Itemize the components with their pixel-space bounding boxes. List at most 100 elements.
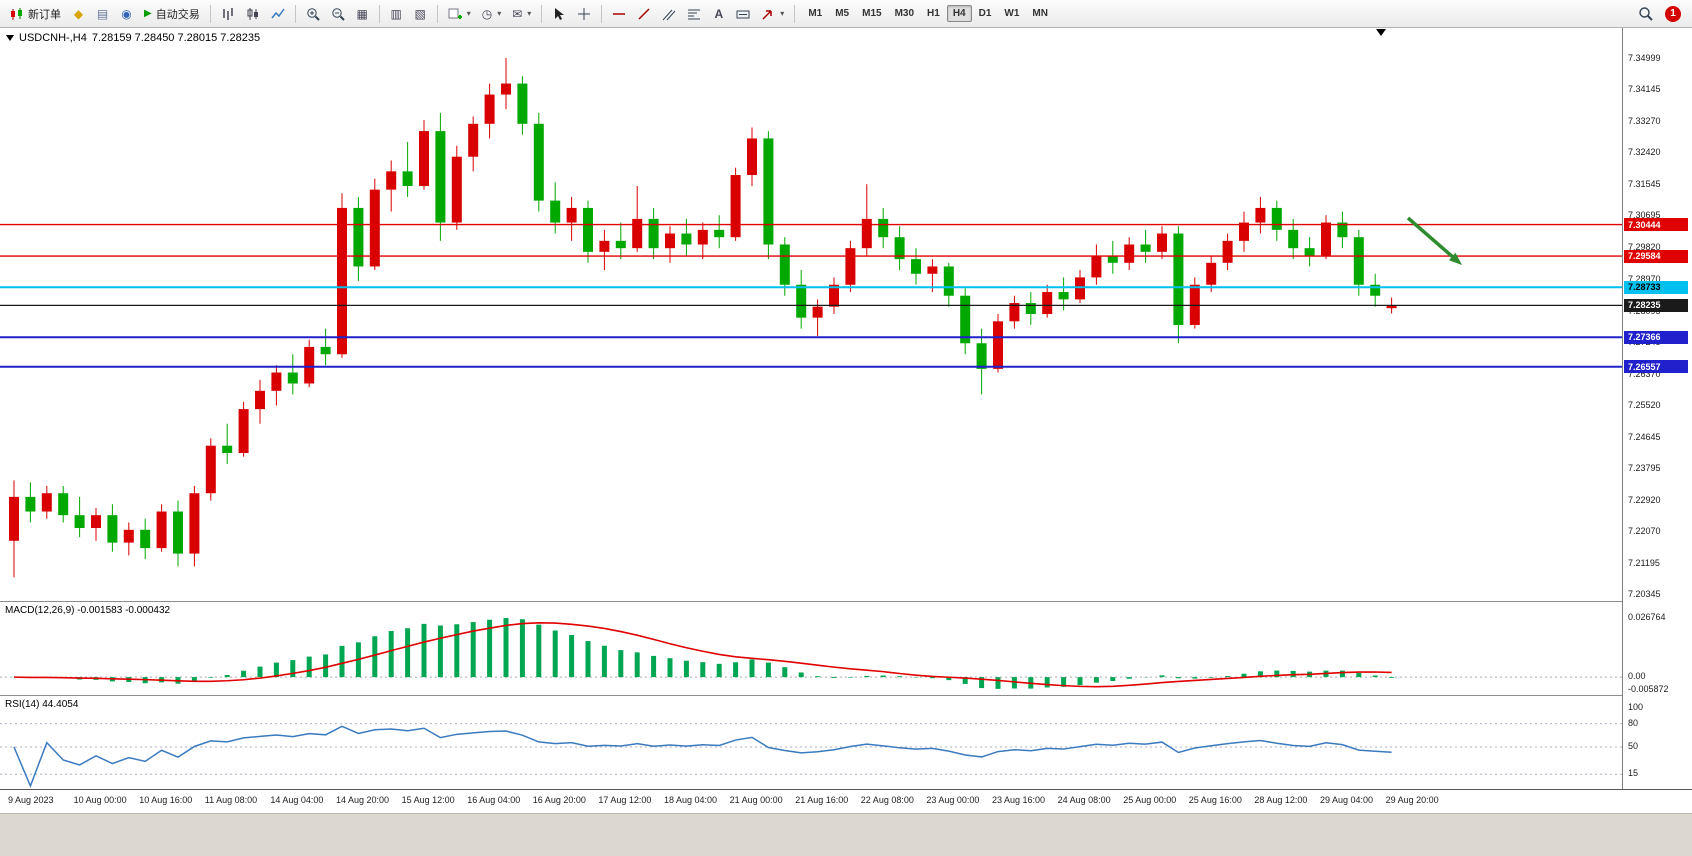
crosshair-button[interactable] [572, 3, 596, 25]
equidistant-channel-icon [662, 9, 676, 20]
line-chart-button[interactable] [266, 3, 290, 25]
timeframe-m5[interactable]: M5 [835, 8, 850, 19]
price-axis-label: 7.23795 [1628, 462, 1661, 473]
candle-chart-icon [247, 7, 258, 20]
candle-body [451, 156, 462, 223]
periods-button[interactable]: ◷ ▾ [477, 3, 507, 25]
toolbar-separator [436, 4, 438, 23]
macd-canvas[interactable] [0, 602, 1622, 696]
time-axis-label: 18 Aug 04:00 [664, 795, 718, 805]
time-axis[interactable]: 9 Aug 2023 10 Aug 00:00 10 Aug 16:00 11 Aug… [0, 789, 1692, 813]
annotation-arrow[interactable] [1406, 216, 1454, 258]
price-level-tag[interactable]: 7.30444 [1624, 218, 1688, 232]
chart-menu-icon[interactable] [6, 35, 14, 41]
candle-body [1124, 244, 1135, 263]
arrow-tools-icon [762, 9, 773, 20]
new-order-button[interactable]: 新订单 [5, 3, 66, 25]
candle-body [697, 229, 708, 245]
fibonacci-button[interactable] [682, 3, 706, 25]
envelope-icon: ✉ [512, 6, 523, 21]
candle-body [550, 200, 561, 223]
candle-body [353, 207, 364, 267]
candle-body [1157, 233, 1167, 252]
timeframe-w1[interactable]: W1 [1004, 8, 1020, 19]
timeframe-h1[interactable]: H1 [927, 8, 940, 19]
candle-body [1107, 255, 1118, 263]
price-level-tag[interactable]: 7.28235 [1624, 298, 1688, 312]
price-axis-label: 7.33270 [1628, 116, 1661, 127]
rsi-panel[interactable]: RSI(14) 44.4054 [0, 695, 1622, 789]
price-axis-label: 7.24645 [1628, 431, 1661, 442]
price-axis[interactable]: 7.34999 7.34145 7.33270 7.32420 7.31545 7.306… [1622, 28, 1692, 789]
candle-body [41, 493, 52, 512]
candle-body [1009, 303, 1020, 322]
candle-body [9, 496, 19, 541]
candle-body [1386, 305, 1397, 309]
trendline-button[interactable] [632, 3, 656, 25]
crosshair-icon [578, 7, 591, 20]
new-chart-button[interactable]: ▾ [443, 3, 476, 25]
timeframe-m1[interactable]: M1 [808, 8, 823, 19]
timeframe-h4[interactable]: H4 [946, 5, 972, 22]
price-level-tag[interactable]: 7.28733 [1624, 280, 1688, 294]
time-axis-label: 16 Aug 04:00 [467, 795, 521, 805]
tile-windows-button[interactable]: ▦ [351, 3, 374, 25]
mail-button[interactable]: ✉ ▾ [507, 3, 536, 25]
notification-badge[interactable]: 1 [1665, 5, 1681, 22]
candle-body [1304, 248, 1315, 256]
dropdown-arrow-icon: ▾ [780, 9, 785, 18]
auto-arrange-button[interactable]: ▥ [385, 3, 408, 25]
candlestick-canvas[interactable] [0, 28, 1622, 601]
candle-body [287, 372, 298, 384]
candle-body [402, 171, 413, 186]
cursor-icon [555, 7, 565, 20]
dropdown-arrow-icon: ▾ [497, 9, 502, 18]
chart-shift-marker-icon[interactable] [1376, 29, 1386, 36]
arrows-button[interactable]: ▾ [756, 3, 789, 25]
candle-body [566, 207, 577, 223]
candle-chart-button[interactable] [241, 3, 265, 25]
gold-button[interactable]: ◆ [67, 3, 90, 25]
candle-body [1321, 222, 1331, 256]
search-button[interactable] [1633, 3, 1658, 25]
reports-button[interactable]: ▤ [91, 3, 114, 25]
zoom-in-button[interactable] [301, 3, 325, 25]
text-icon: A [714, 6, 724, 21]
bar-chart-button[interactable] [216, 3, 240, 25]
cascade-windows-button[interactable]: ▧ [409, 3, 432, 25]
news-button[interactable]: ◉ [115, 3, 138, 25]
candle-body [1271, 207, 1282, 230]
price-level-tag[interactable]: 7.27366 [1624, 330, 1688, 344]
macd-panel[interactable]: MACD(12,26,9) -0.001583 -0.000432 [0, 601, 1622, 695]
candle-body [189, 493, 200, 554]
candle-body [91, 515, 101, 528]
cursor-button[interactable] [547, 3, 571, 25]
time-axis-label: 23 Aug 16:00 [992, 795, 1046, 805]
price-level-tag[interactable]: 7.29584 [1624, 249, 1688, 263]
price-level-tag[interactable]: 7.26557 [1624, 360, 1688, 374]
price-chart[interactable]: USDCNH-,H4 7.28159 7.28450 7.28015 7.282… [0, 28, 1622, 601]
gold-icon: ◆ [73, 6, 84, 21]
candle-body [1058, 292, 1069, 300]
candle-body [173, 511, 183, 554]
timeframe-d1[interactable]: D1 [978, 8, 992, 19]
timeframe-group: M1 M5 M15 M30 H1 H4 D1 W1 MN [802, 5, 1054, 22]
candle-body [533, 123, 544, 201]
label-button[interactable] [731, 3, 755, 25]
time-axis-label: 14 Aug 04:00 [270, 795, 324, 805]
auto-trading-button[interactable]: ▶ 自动交易 [139, 3, 205, 25]
candle-body [681, 233, 692, 245]
macd-scale-label: 0.026764 [1628, 612, 1666, 622]
candle-body [123, 529, 134, 543]
candle-body [812, 306, 823, 318]
play-icon: ▶ [144, 8, 152, 19]
timeframe-m30[interactable]: M30 [894, 8, 915, 19]
timeframe-m15[interactable]: M15 [862, 8, 882, 19]
time-axis-label: 28 Aug 12:00 [1254, 795, 1308, 805]
zoom-out-button[interactable] [326, 3, 350, 25]
text-button[interactable]: A [707, 3, 730, 25]
horizontal-line-button[interactable] [607, 3, 631, 25]
timeframe-mn[interactable]: MN [1032, 8, 1048, 19]
rsi-canvas[interactable] [0, 696, 1622, 790]
channel-button[interactable] [657, 3, 681, 25]
